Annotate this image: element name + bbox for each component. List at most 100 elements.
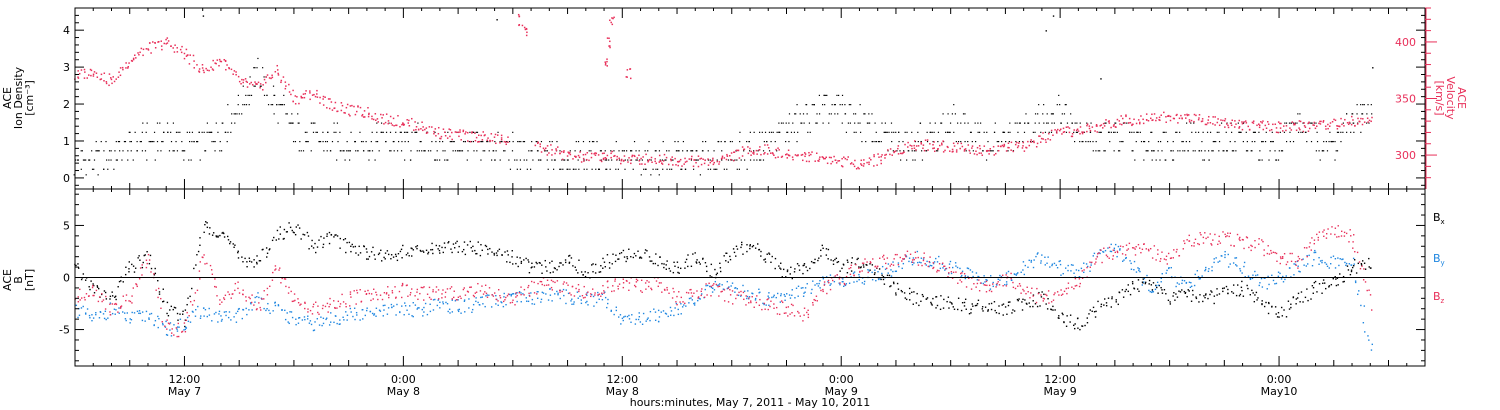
velocity-point xyxy=(805,160,808,163)
Bx-point xyxy=(1332,277,1334,280)
Bz-point xyxy=(256,308,258,310)
velocity-point xyxy=(340,109,343,112)
By-point xyxy=(1117,245,1120,248)
Bx-point xyxy=(699,263,701,265)
Bz-point xyxy=(102,299,105,301)
Bx-point xyxy=(913,291,915,293)
density-point xyxy=(509,168,512,170)
density-point xyxy=(424,150,426,152)
Bz-point xyxy=(646,280,648,282)
velocity-point xyxy=(150,52,152,54)
velocity-point xyxy=(1081,132,1084,135)
velocity-point xyxy=(1027,140,1029,143)
density-point xyxy=(682,140,685,143)
By-point xyxy=(1303,264,1305,266)
velocity-point xyxy=(1038,135,1040,137)
Bx-point xyxy=(736,248,739,250)
Bz-point xyxy=(221,301,223,303)
Bx-point xyxy=(1001,304,1003,306)
By-point xyxy=(726,280,729,283)
density-point xyxy=(1368,122,1370,124)
velocity-point xyxy=(841,165,844,168)
density-point xyxy=(1139,131,1141,133)
Bx-point xyxy=(1321,292,1323,294)
Bx-point xyxy=(485,245,488,248)
Bz-point xyxy=(168,323,171,325)
top-data-layer xyxy=(73,13,1374,176)
velocity-point xyxy=(849,163,852,165)
Bx-point xyxy=(1007,301,1010,303)
Bx-point xyxy=(203,231,205,234)
Bx-point xyxy=(663,266,665,269)
Bz-point xyxy=(474,292,477,294)
Bx-point xyxy=(705,265,708,268)
velocity-point xyxy=(1267,123,1270,125)
velocity-point xyxy=(1039,135,1041,137)
velocity-point xyxy=(957,142,959,145)
velocity-point xyxy=(721,157,723,159)
density-point xyxy=(132,159,134,161)
Bz-point xyxy=(748,297,750,299)
density-point xyxy=(389,131,392,133)
By-point xyxy=(362,309,364,311)
By-point xyxy=(406,309,408,311)
By-point xyxy=(1122,260,1124,262)
By-point xyxy=(746,297,748,300)
velocity-point xyxy=(753,151,755,154)
Bx-point xyxy=(921,293,924,296)
Bz-point xyxy=(1040,294,1042,296)
Bx-point xyxy=(618,258,620,260)
By-point xyxy=(218,310,221,313)
By-point xyxy=(901,267,903,270)
density-point xyxy=(199,159,201,161)
Bx-point xyxy=(93,292,96,294)
Bz-point xyxy=(409,291,412,294)
density-point xyxy=(753,150,755,152)
By-point xyxy=(118,312,120,314)
Bz-point xyxy=(603,290,605,292)
density-point xyxy=(1014,122,1016,124)
density-point xyxy=(756,159,758,161)
Bz-point xyxy=(823,281,826,283)
axis-label-line: ACE xyxy=(1,87,14,109)
Bz-point xyxy=(177,335,180,338)
Bx-point xyxy=(1336,277,1339,279)
By-point xyxy=(1277,271,1280,273)
velocity-point xyxy=(1204,123,1207,126)
By-point xyxy=(1311,264,1314,267)
velocity-point xyxy=(406,119,408,121)
density-point xyxy=(822,122,824,124)
Bz-point xyxy=(603,292,605,294)
velocity-point xyxy=(723,157,726,159)
velocity-point xyxy=(843,156,845,158)
density-point xyxy=(1075,131,1078,133)
Bz-point xyxy=(976,282,979,285)
velocity-point xyxy=(1261,122,1263,124)
Bz-point xyxy=(979,282,982,284)
density-point xyxy=(930,131,932,133)
velocity-point xyxy=(201,64,204,66)
Bz-point xyxy=(849,273,852,276)
Bx-point xyxy=(794,268,796,270)
By-point xyxy=(1288,267,1291,269)
Bx-point xyxy=(289,226,292,229)
By-point xyxy=(922,258,925,260)
By-point xyxy=(422,315,424,317)
velocity-point xyxy=(1275,127,1278,129)
Bz-point xyxy=(307,308,309,310)
density-point xyxy=(1052,113,1054,115)
Bz-point xyxy=(996,282,998,285)
Bz-point xyxy=(188,315,190,317)
By-point xyxy=(215,311,217,314)
density-point xyxy=(716,159,718,161)
velocity-point xyxy=(271,76,274,79)
density-point xyxy=(499,159,501,161)
Bx-point xyxy=(1238,295,1241,297)
velocity-point xyxy=(1047,138,1049,140)
Bz-point xyxy=(729,294,732,296)
Bz-point xyxy=(903,258,905,260)
density-point xyxy=(198,131,200,133)
Bx-point xyxy=(182,310,184,313)
Bx-point xyxy=(741,241,743,244)
Bz-point xyxy=(375,291,377,294)
